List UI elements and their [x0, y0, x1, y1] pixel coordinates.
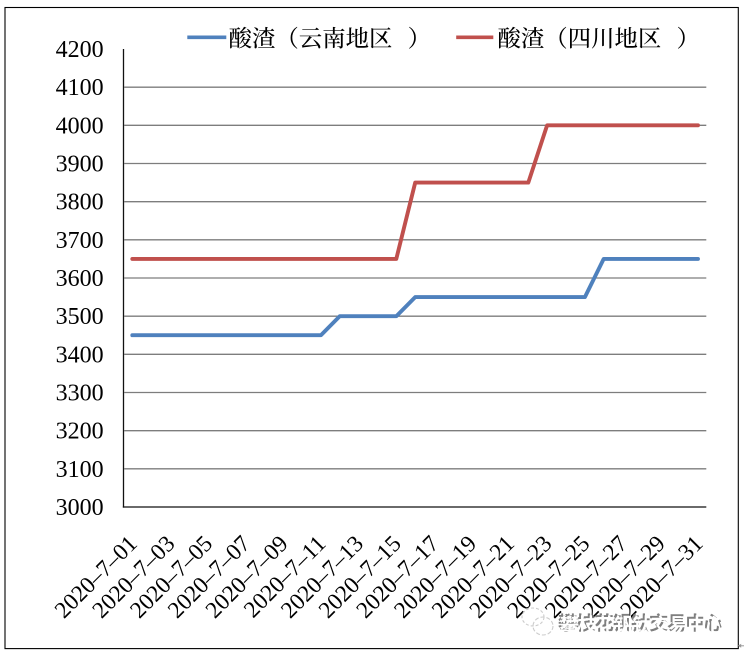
svg-text:3000: 3000 — [56, 495, 104, 521]
svg-text:3100: 3100 — [56, 457, 104, 483]
svg-text:4200: 4200 — [56, 37, 104, 63]
svg-text:3700: 3700 — [56, 228, 104, 254]
svg-text:3800: 3800 — [56, 190, 104, 216]
svg-text:4100: 4100 — [56, 75, 104, 101]
svg-text:3600: 3600 — [56, 266, 104, 292]
svg-text:3400: 3400 — [56, 342, 104, 368]
svg-text:3500: 3500 — [56, 304, 104, 330]
svg-text:3300: 3300 — [56, 381, 104, 407]
svg-text:4000: 4000 — [56, 113, 104, 139]
svg-text:3200: 3200 — [56, 419, 104, 445]
svg-text:3900: 3900 — [56, 152, 104, 178]
